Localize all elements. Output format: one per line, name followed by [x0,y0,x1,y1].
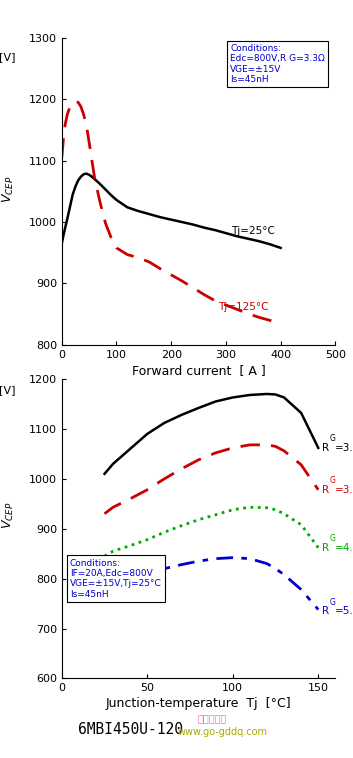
Text: R: R [322,543,329,553]
Text: $V_{CEP}$: $V_{CEP}$ [1,176,16,203]
Text: =3.3Ω: =3.3Ω [335,443,353,453]
Text: =5.6Ω: =5.6Ω [335,606,353,616]
Text: Conditions:
IF=20A,Edc=800V
VGE=±15V,Tj=25°C
ls=45nH: Conditions: IF=20A,Edc=800V VGE=±15V,Tj=… [70,559,162,599]
Text: G: G [329,476,335,485]
Text: G: G [329,534,335,543]
Text: 广电电器网: 广电电器网 [197,713,227,724]
Text: =3.9Ω: =3.9Ω [335,485,353,495]
Text: =4.7Ω: =4.7Ω [335,543,353,553]
Text: R: R [322,443,329,453]
Text: R: R [322,606,329,616]
Text: [V]: [V] [0,385,15,396]
Text: G: G [329,434,335,443]
Text: $V_{CEP}$: $V_{CEP}$ [1,502,16,529]
Text: Tj=125°C: Tj=125°C [218,302,268,312]
Text: R: R [322,485,329,495]
Text: [V]: [V] [0,52,15,62]
X-axis label: Junction-temperature  Tj  [°C]: Junction-temperature Tj [°C] [106,697,291,710]
Text: Tj=25°C: Tj=25°C [232,226,275,236]
Text: www.go-gddq.com: www.go-gddq.com [178,727,267,738]
Text: Conditions:
Edc=800V,R G=3.3Ω
VGE=±15V
ls=45nH: Conditions: Edc=800V,R G=3.3Ω VGE=±15V l… [230,44,325,84]
X-axis label: Forward current  [ A ]: Forward current [ A ] [132,364,265,377]
Text: G: G [329,597,335,606]
Text: 6MBI450U-120: 6MBI450U-120 [78,722,183,737]
